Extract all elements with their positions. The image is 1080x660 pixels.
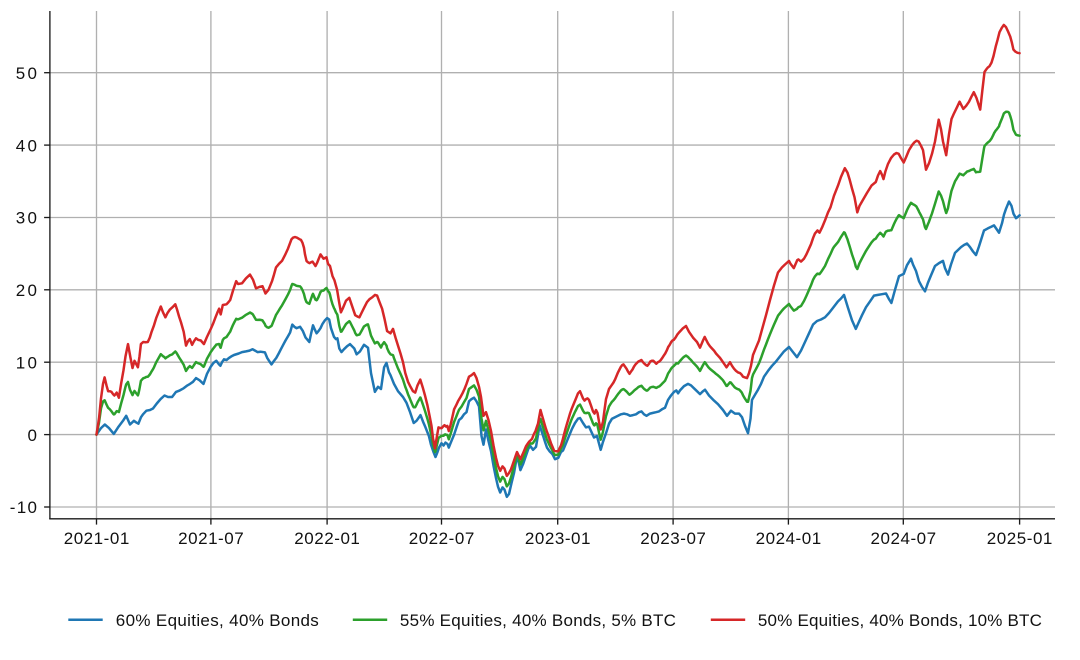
svg-text:2021-07: 2021-07 [178,529,244,548]
svg-text:2024-01: 2024-01 [756,529,822,548]
svg-text:60% Equities, 40% Bonds: 60% Equities, 40% Bonds [116,611,319,630]
svg-text:2024-07: 2024-07 [871,529,937,548]
svg-text:2023-07: 2023-07 [640,529,706,548]
svg-text:-10: -10 [10,498,37,517]
svg-text:2025-01: 2025-01 [987,529,1053,548]
svg-text:2022-01: 2022-01 [294,529,360,548]
svg-text:0: 0 [28,426,37,445]
svg-text:2023-01: 2023-01 [525,529,591,548]
svg-text:50% Equities, 40% Bonds, 10% B: 50% Equities, 40% Bonds, 10% BTC [758,611,1042,630]
svg-text:55% Equities, 40% Bonds, 5% BT: 55% Equities, 40% Bonds, 5% BTC [400,611,676,630]
svg-text:2021-01: 2021-01 [64,529,130,548]
svg-text:2022-07: 2022-07 [409,529,475,548]
